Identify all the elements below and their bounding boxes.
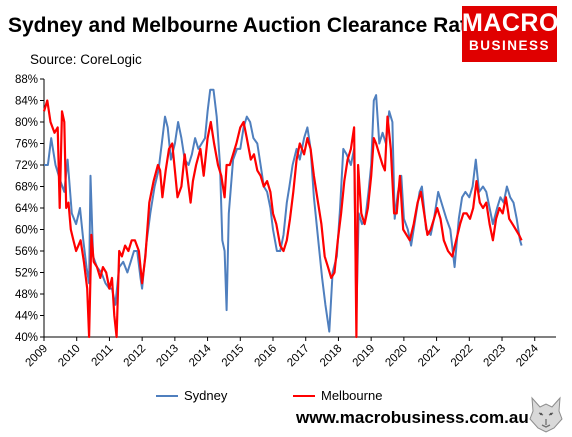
y-tick-label: 76%	[15, 139, 38, 151]
y-tick-label: 60%	[15, 225, 38, 237]
x-tick-label: 2022	[449, 343, 476, 370]
legend-label-melbourne: Melbourne	[321, 388, 383, 403]
y-tick-label: 80%	[15, 117, 38, 129]
y-tick-label: 72%	[15, 160, 38, 172]
series-line-sydney	[44, 88, 523, 333]
legend-swatch-melbourne	[293, 394, 315, 397]
x-tick-label: 2010	[56, 343, 83, 370]
x-tick-label: 2012	[122, 343, 149, 370]
chart-title: Sydney and Melbourne Auction Clearance R…	[8, 14, 491, 37]
x-tick-label: 2021	[416, 343, 443, 370]
x-tick-label: 2011	[90, 343, 116, 369]
wolf-logo-icon	[529, 396, 563, 433]
y-tick-label: 84%	[15, 96, 38, 108]
logo-line-1: MACRO	[462, 9, 559, 37]
x-tick-label: 2024	[514, 342, 541, 369]
x-tick-label: 2016	[253, 343, 280, 370]
x-tick-label: 2019	[351, 343, 378, 370]
legend-item-melbourne: Melbourne	[293, 388, 382, 403]
legend-item-sydney: Sydney	[156, 388, 227, 403]
y-tick-label: 68%	[15, 182, 38, 194]
y-tick-label: 48%	[15, 289, 38, 301]
y-tick-label: 64%	[15, 203, 38, 215]
y-tick-label: 88%	[15, 74, 38, 86]
x-tick-label: 2013	[154, 343, 181, 370]
x-tick-label: 2020	[383, 343, 410, 370]
legend-label-sydney: Sydney	[184, 388, 228, 403]
x-tick-label: 2023	[482, 343, 509, 370]
logo-line-2: BUSINESS	[468, 38, 551, 53]
y-tick-label: 44%	[15, 311, 38, 323]
x-axis-tick-labels: 2009 2010 2011 2012 2013 2014 2015 2016 2017 2018…	[24, 342, 542, 369]
legend-swatch-sydney	[156, 394, 178, 397]
y-tick-label: 52%	[15, 268, 38, 280]
x-tick-label: 2014	[187, 342, 214, 369]
x-tick-label: 2017	[285, 343, 312, 370]
series-line-melbourne	[42, 99, 523, 339]
website-url[interactable]: www.macrobusiness.com.au	[296, 408, 529, 427]
series-layer	[42, 88, 523, 339]
x-tick-label: 2018	[318, 343, 345, 370]
y-tick-label: 40%	[15, 332, 38, 344]
x-tick-label: 2009	[24, 343, 51, 370]
x-tick-label: 2015	[220, 343, 247, 370]
chart-axes	[40, 78, 556, 341]
source-note: Source: CoreLogic	[30, 52, 142, 67]
y-axis-tick-labels: 40% 44% 48% 52% 56% 60% 64% 68% 72% 76% 80% 84% 88%	[15, 74, 38, 344]
y-tick-label: 56%	[15, 246, 38, 258]
macrobusiness-logo: MACRO BUSINESS	[462, 6, 559, 62]
